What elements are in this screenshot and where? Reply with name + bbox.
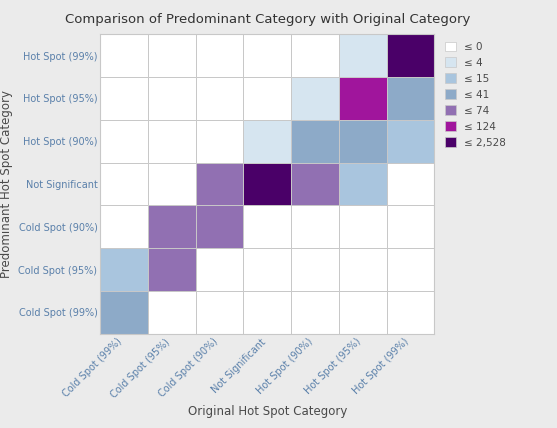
Bar: [243, 34, 291, 77]
Bar: [387, 205, 434, 248]
Bar: [291, 163, 339, 205]
Bar: [148, 291, 196, 334]
Bar: [243, 77, 291, 120]
Bar: [291, 34, 339, 77]
Bar: [100, 291, 148, 334]
Bar: [387, 120, 434, 163]
Bar: [387, 77, 434, 120]
Title: Comparison of Predominant Category with Original Category: Comparison of Predominant Category with …: [65, 13, 470, 26]
Bar: [387, 163, 434, 205]
Bar: [387, 248, 434, 291]
Bar: [148, 163, 196, 205]
Bar: [243, 248, 291, 291]
Bar: [100, 120, 148, 163]
Bar: [291, 291, 339, 334]
Y-axis label: Predominant Hot Spot Category: Predominant Hot Spot Category: [0, 90, 13, 278]
Bar: [100, 248, 148, 291]
Bar: [148, 205, 196, 248]
Bar: [339, 205, 387, 248]
Bar: [339, 120, 387, 163]
Bar: [196, 205, 243, 248]
Bar: [243, 291, 291, 334]
Bar: [196, 163, 243, 205]
Bar: [196, 248, 243, 291]
X-axis label: Original Hot Spot Category: Original Hot Spot Category: [188, 405, 347, 418]
Bar: [148, 77, 196, 120]
Bar: [291, 120, 339, 163]
Bar: [196, 120, 243, 163]
Bar: [339, 163, 387, 205]
Bar: [100, 77, 148, 120]
Bar: [148, 120, 196, 163]
Bar: [196, 77, 243, 120]
Bar: [291, 205, 339, 248]
Bar: [148, 34, 196, 77]
Bar: [196, 291, 243, 334]
Bar: [243, 120, 291, 163]
Bar: [291, 77, 339, 120]
Legend: ≤ 0, ≤ 4, ≤ 15, ≤ 41, ≤ 74, ≤ 124, ≤ 2,528: ≤ 0, ≤ 4, ≤ 15, ≤ 41, ≤ 74, ≤ 124, ≤ 2,5…: [443, 39, 508, 150]
Bar: [148, 248, 196, 291]
Bar: [387, 291, 434, 334]
Bar: [243, 205, 291, 248]
Bar: [100, 205, 148, 248]
Bar: [339, 77, 387, 120]
Bar: [100, 163, 148, 205]
Bar: [339, 34, 387, 77]
Bar: [100, 34, 148, 77]
Bar: [243, 163, 291, 205]
Bar: [339, 291, 387, 334]
Bar: [339, 248, 387, 291]
Bar: [196, 34, 243, 77]
Bar: [291, 248, 339, 291]
Bar: [387, 34, 434, 77]
